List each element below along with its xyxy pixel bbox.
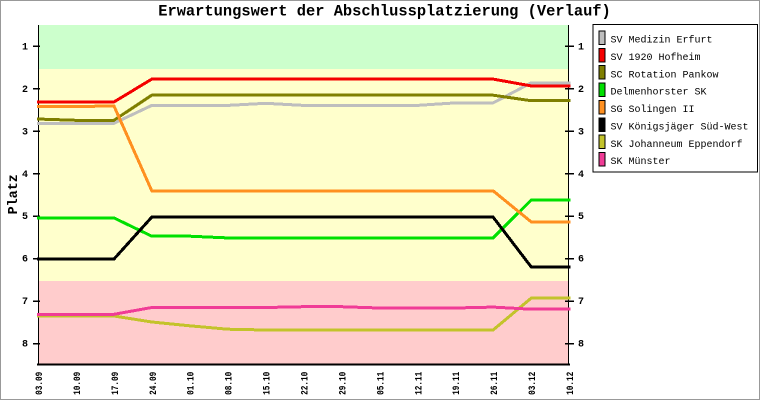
svg-text:2: 2 (578, 85, 584, 96)
svg-text:24.09: 24.09 (148, 372, 160, 395)
svg-text:3: 3 (578, 127, 584, 138)
svg-text:15.10: 15.10 (262, 372, 274, 395)
svg-text:03.09: 03.09 (34, 372, 46, 395)
svg-text:SK Johanneum Eppendorf: SK Johanneum Eppendorf (611, 139, 743, 151)
svg-text:6: 6 (22, 255, 28, 266)
svg-text:4: 4 (22, 170, 28, 181)
svg-text:17.09: 17.09 (110, 372, 122, 395)
svg-text:7: 7 (22, 297, 28, 308)
svg-text:12.11: 12.11 (413, 372, 425, 395)
svg-text:SV Königsjäger Süd-West: SV Königsjäger Süd-West (611, 122, 749, 134)
svg-text:10.09: 10.09 (72, 372, 84, 395)
svg-text:19.11: 19.11 (451, 372, 463, 395)
svg-text:03.12: 03.12 (527, 372, 539, 395)
svg-text:SV 1920 Hofheim: SV 1920 Hofheim (611, 52, 701, 64)
svg-text:SG Solingen II: SG Solingen II (611, 104, 695, 116)
svg-text:SK Münster: SK Münster (611, 156, 671, 168)
svg-text:3: 3 (22, 127, 28, 138)
svg-text:22.10: 22.10 (300, 372, 312, 395)
svg-text:6: 6 (578, 255, 584, 266)
svg-text:05.11: 05.11 (375, 372, 387, 395)
svg-text:Erwartungswert der Abschlusspl: Erwartungswert der Abschlussplatzierung … (158, 3, 611, 21)
svg-text:29.10: 29.10 (337, 372, 349, 395)
svg-text:5: 5 (578, 212, 584, 223)
svg-text:4: 4 (578, 170, 584, 181)
svg-text:Platz: Platz (7, 174, 22, 214)
svg-text:08.10: 08.10 (224, 372, 236, 395)
svg-text:01.10: 01.10 (186, 372, 198, 395)
svg-text:2: 2 (22, 85, 28, 96)
svg-text:8: 8 (22, 340, 28, 351)
svg-text:8: 8 (578, 340, 584, 351)
svg-text:SV Medizin Erfurt: SV Medizin Erfurt (611, 35, 713, 47)
svg-text:SC Rotation Pankow: SC Rotation Pankow (611, 69, 719, 81)
svg-text:26.11: 26.11 (489, 372, 501, 395)
svg-text:Delmenhorster SK: Delmenhorster SK (611, 87, 707, 99)
svg-text:1: 1 (578, 42, 584, 53)
svg-text:10.12: 10.12 (565, 372, 577, 395)
svg-text:7: 7 (578, 297, 584, 308)
svg-text:1: 1 (22, 42, 28, 53)
svg-text:5: 5 (22, 212, 28, 223)
